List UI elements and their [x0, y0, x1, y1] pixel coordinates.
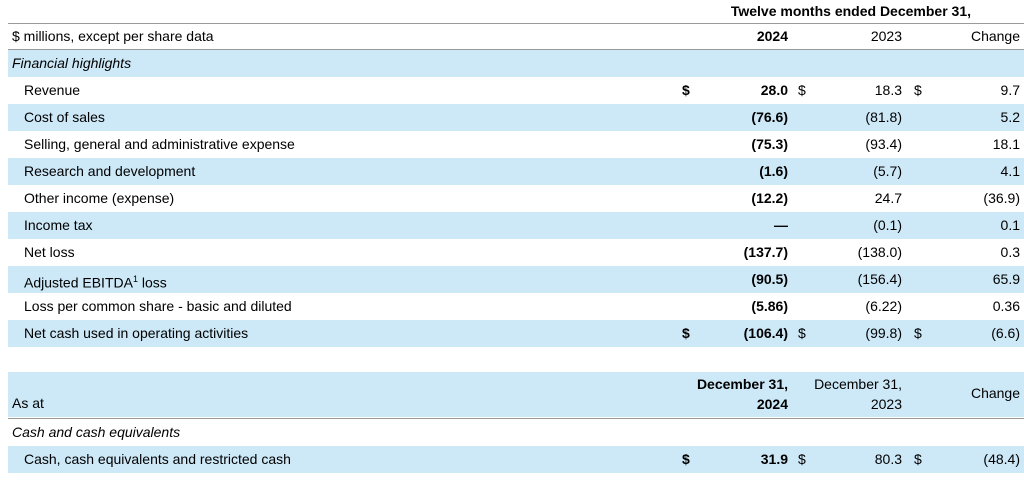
table-row: Revenue $ $ $28.0 18.3 9.7: [8, 77, 1024, 104]
value-change: 9.7: [1000, 82, 1020, 98]
table2-column-header: As at December 31, 2024 December 31, 202…: [8, 372, 1024, 417]
table-row: Adjusted EBITDA1 loss (90.5) (156.4) 65.9: [8, 266, 1024, 293]
value-change: (36.9): [983, 190, 1020, 206]
row-label: Adjusted EBITDA1 loss: [24, 266, 167, 293]
value-2023: (0.1): [873, 217, 902, 233]
col-2023-header-line1: December 31,: [814, 376, 902, 392]
value-change: 65.9: [992, 271, 1020, 287]
col-2023-header-line2: 2023: [870, 396, 902, 412]
value-2024: —: [774, 217, 788, 233]
value-change: 18.1: [992, 136, 1020, 152]
row-label: Net loss: [24, 244, 75, 260]
currency-symbol: $: [682, 451, 690, 467]
row-label-text: Adjusted EBITDA: [24, 274, 133, 291]
value-change: (48.4): [983, 451, 1020, 467]
table-row: Cash, cash equivalents and restricted ca…: [8, 446, 1024, 473]
value-2024: 28.0: [760, 82, 788, 98]
value-2023: (156.4): [857, 271, 902, 287]
currency-symbol: $: [914, 325, 922, 341]
currency-symbol: $: [798, 325, 806, 341]
section-label: Cash and cash equivalents: [12, 424, 181, 440]
value-change: 5.2: [1000, 109, 1020, 125]
table-row: Loss per common share - basic and dilute…: [8, 293, 1024, 320]
value-2023: 18.3: [874, 82, 902, 98]
row-label: Revenue: [24, 82, 81, 98]
value-change: 0.36: [992, 298, 1020, 314]
row-label: Net cash used in operating activities: [24, 325, 249, 341]
units-label: $ millions, except per share data: [12, 28, 214, 44]
value-2024: (1.6): [759, 163, 788, 179]
col-2024-header-line2: 2024: [756, 396, 788, 412]
section-row: Cash and cash equivalents: [8, 419, 1024, 446]
value-2023: (5.7): [873, 163, 902, 179]
value-2023: 24.7: [874, 190, 902, 206]
table-row: Research and development (1.6) (5.7) 4.1: [8, 158, 1024, 185]
row-label: Cash, cash equivalents and restricted ca…: [24, 451, 291, 467]
table-row: Net loss (137.7) (138.0) 0.3: [8, 239, 1024, 266]
currency-symbol: $: [798, 82, 806, 98]
value-change: 0.3: [1000, 244, 1020, 260]
col-change-header: Change: [970, 385, 1020, 401]
value-2024: (12.2): [751, 190, 788, 206]
header-rule: [8, 49, 1024, 50]
row-label: Selling, general and administrative expe…: [24, 136, 295, 152]
section-row: Financial highlights: [8, 50, 1024, 77]
value-2023: (6.22): [865, 298, 902, 314]
col-2024-header-line1: December 31,: [696, 376, 788, 392]
footnote-marker: 1: [132, 274, 138, 284]
col-2023-header: December 31, 2023: [814, 374, 902, 414]
col-2023-header: 2023: [870, 28, 902, 44]
currency-symbol: $: [682, 325, 690, 341]
currency-symbol: $: [914, 451, 922, 467]
value-2023: (138.0): [857, 244, 902, 260]
col-change-header: Change: [970, 28, 1020, 44]
currency-symbol: $: [914, 82, 922, 98]
value-change: (6.6): [991, 325, 1020, 341]
value-2024: (106.4): [743, 325, 788, 341]
row-label: Cost of sales: [24, 109, 105, 125]
row-label-suffix: loss: [137, 274, 167, 291]
table-row: Income tax — (0.1) 0.1: [8, 212, 1024, 239]
value-change: 4.1: [1000, 163, 1020, 179]
currency-symbol: $: [682, 82, 690, 98]
value-2024: (75.3): [751, 136, 788, 152]
row-label: Income tax: [24, 217, 93, 233]
value-2023: (81.8): [865, 109, 902, 125]
value-change: 0.1: [1000, 217, 1020, 233]
value-2023: 80.3: [874, 451, 902, 467]
as-at-label: As at: [12, 395, 44, 411]
currency-symbol: $: [798, 451, 806, 467]
value-2024: 31.9: [760, 451, 788, 467]
value-2023: (93.4): [865, 136, 902, 152]
value-2024: (5.86): [751, 298, 788, 314]
table1-column-header: $ millions, except per share data 2024 2…: [8, 23, 1024, 50]
row-label: Research and development: [24, 163, 196, 179]
table-row: Cost of sales (76.6) (81.8) 5.2: [8, 104, 1024, 131]
table-row: Net cash used in operating activities $ $ $…: [8, 320, 1024, 347]
col-2024-header: December 31, 2024: [697, 374, 788, 414]
table-row: Other income (expense) (12.2) 24.7 (36.9): [8, 185, 1024, 212]
table-row: Selling, general and administrative expe…: [8, 131, 1024, 158]
section-label: Financial highlights: [12, 55, 132, 71]
col-2024-header: 2024: [756, 28, 788, 44]
header-rule: [8, 418, 1024, 419]
period-header: Twelve months ended December 31,: [730, 3, 971, 19]
row-label: Loss per common share - basic and dilute…: [24, 298, 292, 314]
header-rule: [8, 23, 1024, 24]
value-2023: (99.8): [865, 325, 902, 341]
value-2024: (90.5): [751, 271, 788, 287]
value-2024: (137.7): [743, 244, 788, 260]
row-label: Other income (expense): [24, 190, 175, 206]
value-2024: (76.6): [751, 109, 788, 125]
